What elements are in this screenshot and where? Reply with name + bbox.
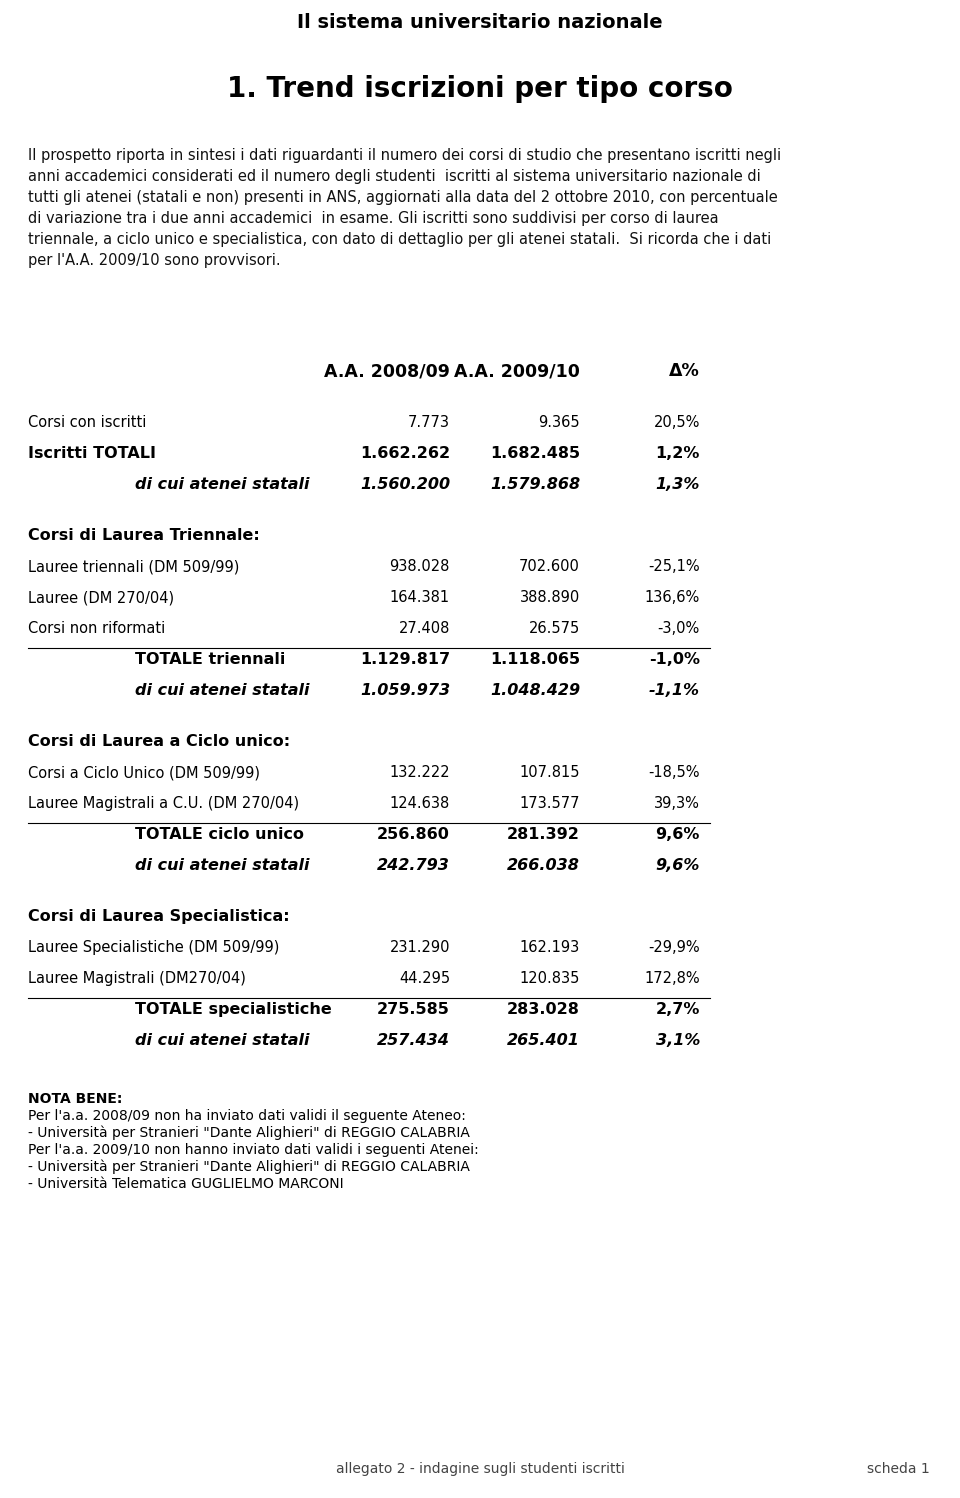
Text: per l'A.A. 2009/10 sono provvisori.: per l'A.A. 2009/10 sono provvisori. bbox=[28, 253, 280, 268]
Text: 281.392: 281.392 bbox=[507, 827, 580, 842]
Text: 1.129.817: 1.129.817 bbox=[360, 652, 450, 667]
Text: Corsi con iscritti: Corsi con iscritti bbox=[28, 415, 146, 430]
Text: A.A. 2008/09: A.A. 2008/09 bbox=[324, 363, 450, 380]
Text: 1.059.973: 1.059.973 bbox=[360, 683, 450, 698]
Text: 1,3%: 1,3% bbox=[656, 476, 700, 491]
Text: 265.401: 265.401 bbox=[507, 1034, 580, 1049]
Text: TOTALE ciclo unico: TOTALE ciclo unico bbox=[135, 827, 304, 842]
Text: Corsi di Laurea Triennale:: Corsi di Laurea Triennale: bbox=[28, 527, 260, 542]
Text: di variazione tra i due anni accademici  in esame. Gli iscritti sono suddivisi p: di variazione tra i due anni accademici … bbox=[28, 211, 719, 226]
Text: Δ%: Δ% bbox=[669, 363, 700, 380]
Text: Per l'a.a. 2009/10 non hanno inviato dati validi i seguenti Atenei:: Per l'a.a. 2009/10 non hanno inviato dat… bbox=[28, 1143, 479, 1156]
Text: 124.638: 124.638 bbox=[390, 795, 450, 810]
Text: 1.560.200: 1.560.200 bbox=[360, 476, 450, 491]
Text: 938.028: 938.028 bbox=[390, 559, 450, 574]
Text: -3,0%: -3,0% bbox=[658, 622, 700, 637]
Text: 164.381: 164.381 bbox=[390, 590, 450, 605]
Text: 9,6%: 9,6% bbox=[656, 858, 700, 873]
Text: Iscritti TOTALI: Iscritti TOTALI bbox=[28, 446, 156, 461]
Text: 172,8%: 172,8% bbox=[644, 971, 700, 986]
Text: Il prospetto riporta in sintesi i dati riguardanti il numero dei corsi di studio: Il prospetto riporta in sintesi i dati r… bbox=[28, 148, 781, 163]
Text: Lauree (DM 270/04): Lauree (DM 270/04) bbox=[28, 590, 174, 605]
Text: 39,3%: 39,3% bbox=[654, 795, 700, 810]
Text: 275.585: 275.585 bbox=[377, 1002, 450, 1017]
Text: di cui atenei statali: di cui atenei statali bbox=[135, 858, 309, 873]
Text: 702.600: 702.600 bbox=[519, 559, 580, 574]
Text: Lauree triennali (DM 509/99): Lauree triennali (DM 509/99) bbox=[28, 559, 239, 574]
Text: 1.118.065: 1.118.065 bbox=[490, 652, 580, 667]
Text: Corsi a Ciclo Unico (DM 509/99): Corsi a Ciclo Unico (DM 509/99) bbox=[28, 765, 260, 780]
Text: anni accademici considerati ed il numero degli studenti  iscritti al sistema uni: anni accademici considerati ed il numero… bbox=[28, 169, 760, 184]
Text: NOTA BENE:: NOTA BENE: bbox=[28, 1092, 122, 1106]
Text: A.A. 2009/10: A.A. 2009/10 bbox=[454, 363, 580, 380]
Text: Lauree Magistrali (DM270/04): Lauree Magistrali (DM270/04) bbox=[28, 971, 246, 986]
Text: Corsi di Laurea Specialistica:: Corsi di Laurea Specialistica: bbox=[28, 909, 290, 924]
Text: 20,5%: 20,5% bbox=[654, 415, 700, 430]
Text: 1.579.868: 1.579.868 bbox=[490, 476, 580, 491]
Text: 266.038: 266.038 bbox=[507, 858, 580, 873]
Text: tutti gli atenei (statali e non) presenti in ANS, aggiornati alla data del 2 ott: tutti gli atenei (statali e non) present… bbox=[28, 190, 778, 205]
Text: 231.290: 231.290 bbox=[390, 941, 450, 956]
Text: 26.575: 26.575 bbox=[529, 622, 580, 637]
Text: scheda 1: scheda 1 bbox=[867, 1462, 930, 1476]
Text: 3,1%: 3,1% bbox=[656, 1034, 700, 1049]
Text: Il sistema universitario nazionale: Il sistema universitario nazionale bbox=[298, 13, 662, 33]
Text: TOTALE specialistiche: TOTALE specialistiche bbox=[135, 1002, 332, 1017]
Text: -1,0%: -1,0% bbox=[649, 652, 700, 667]
Text: -1,1%: -1,1% bbox=[649, 683, 700, 698]
Text: 9.365: 9.365 bbox=[539, 415, 580, 430]
Text: 136,6%: 136,6% bbox=[645, 590, 700, 605]
Text: 1.662.262: 1.662.262 bbox=[360, 446, 450, 461]
Text: 27.408: 27.408 bbox=[398, 622, 450, 637]
Text: 1. Trend iscrizioni per tipo corso: 1. Trend iscrizioni per tipo corso bbox=[228, 75, 732, 103]
Text: Corsi non riformati: Corsi non riformati bbox=[28, 622, 165, 637]
Text: 1.682.485: 1.682.485 bbox=[490, 446, 580, 461]
Text: - Università per Stranieri "Dante Alighieri" di REGGIO CALABRIA: - Università per Stranieri "Dante Alighi… bbox=[28, 1159, 469, 1174]
Text: 388.890: 388.890 bbox=[519, 590, 580, 605]
Text: 120.835: 120.835 bbox=[519, 971, 580, 986]
Text: -25,1%: -25,1% bbox=[648, 559, 700, 574]
Text: - Università Telematica GUGLIELMO MARCONI: - Università Telematica GUGLIELMO MARCON… bbox=[28, 1177, 344, 1191]
Text: di cui atenei statali: di cui atenei statali bbox=[135, 1034, 309, 1049]
Text: -29,9%: -29,9% bbox=[648, 941, 700, 956]
Text: 256.860: 256.860 bbox=[377, 827, 450, 842]
Text: 1,2%: 1,2% bbox=[656, 446, 700, 461]
Text: 132.222: 132.222 bbox=[390, 765, 450, 780]
Text: 7.773: 7.773 bbox=[408, 415, 450, 430]
Text: di cui atenei statali: di cui atenei statali bbox=[135, 683, 309, 698]
Text: -18,5%: -18,5% bbox=[649, 765, 700, 780]
Text: Lauree Magistrali a C.U. (DM 270/04): Lauree Magistrali a C.U. (DM 270/04) bbox=[28, 795, 300, 810]
Text: 162.193: 162.193 bbox=[519, 941, 580, 956]
Text: 9,6%: 9,6% bbox=[656, 827, 700, 842]
Text: TOTALE triennali: TOTALE triennali bbox=[135, 652, 285, 667]
Text: allegato 2 - indagine sugli studenti iscritti: allegato 2 - indagine sugli studenti isc… bbox=[336, 1462, 624, 1476]
Text: di cui atenei statali: di cui atenei statali bbox=[135, 476, 309, 491]
Text: 283.028: 283.028 bbox=[507, 1002, 580, 1017]
Text: - Università per Stranieri "Dante Alighieri" di REGGIO CALABRIA: - Università per Stranieri "Dante Alighi… bbox=[28, 1126, 469, 1140]
Text: Corsi di Laurea a Ciclo unico:: Corsi di Laurea a Ciclo unico: bbox=[28, 734, 290, 749]
Text: 242.793: 242.793 bbox=[377, 858, 450, 873]
Text: Lauree Specialistiche (DM 509/99): Lauree Specialistiche (DM 509/99) bbox=[28, 941, 279, 956]
Text: 1.048.429: 1.048.429 bbox=[490, 683, 580, 698]
Text: Per l'a.a. 2008/09 non ha inviato dati validi il seguente Ateneo:: Per l'a.a. 2008/09 non ha inviato dati v… bbox=[28, 1109, 466, 1124]
Text: 257.434: 257.434 bbox=[377, 1034, 450, 1049]
Text: 107.815: 107.815 bbox=[519, 765, 580, 780]
Text: 2,7%: 2,7% bbox=[656, 1002, 700, 1017]
Text: triennale, a ciclo unico e specialistica, con dato di dettaglio per gli atenei s: triennale, a ciclo unico e specialistica… bbox=[28, 232, 771, 247]
Text: 44.295: 44.295 bbox=[398, 971, 450, 986]
Text: 173.577: 173.577 bbox=[519, 795, 580, 810]
